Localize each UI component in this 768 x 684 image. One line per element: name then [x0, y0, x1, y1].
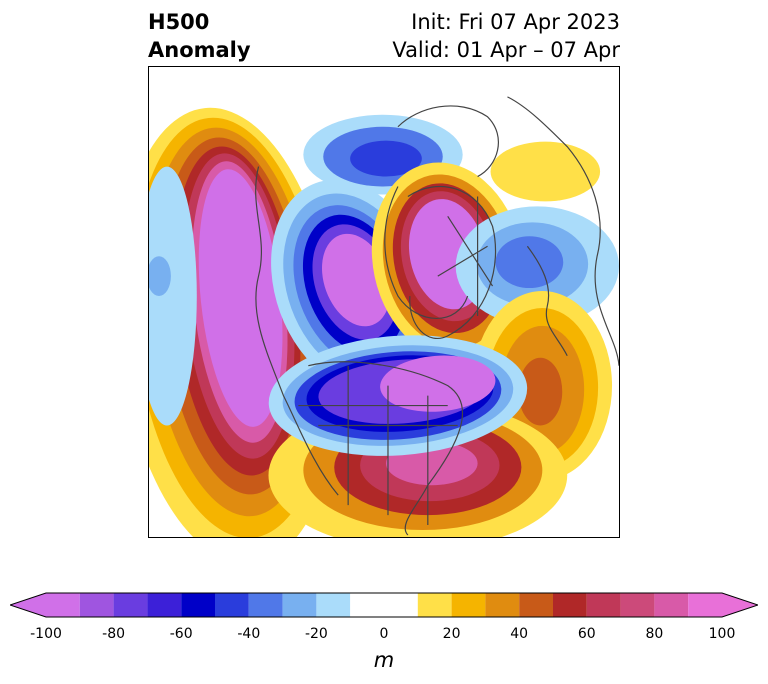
colorbar-cell	[113, 593, 148, 617]
colorbar-cell	[350, 593, 418, 617]
colorbar-cell	[215, 593, 249, 617]
anomaly-europe-trough	[455, 206, 619, 326]
colorbar-tick-label: 60	[577, 626, 596, 642]
colorbar-tick-label: 20	[442, 626, 461, 642]
map-title: H500 Anomaly	[148, 8, 251, 64]
anomaly-pacific-core	[149, 256, 171, 297]
colorbar-tick-label: 0	[379, 626, 389, 642]
colorbar-cell	[688, 593, 722, 617]
colorbar-unit: m	[373, 648, 395, 672]
colorbar-over-triangle	[722, 593, 758, 617]
colorbar-cell	[519, 593, 553, 617]
colorbar-cell	[451, 593, 486, 617]
colorbar-tick-label: 40	[510, 626, 529, 642]
colorbar-cell	[248, 593, 283, 617]
map-dates: Init: Fri 07 Apr 2023 Valid: 01 Apr – 07…	[392, 8, 620, 64]
colorbar-cell	[485, 593, 520, 617]
colorbar	[10, 592, 758, 618]
anomaly-map	[148, 66, 620, 538]
colorbar-tick-label: -20	[304, 626, 328, 642]
colorbar-cell	[586, 593, 621, 617]
title-variable: H500	[148, 10, 210, 34]
colorbar-tick-label: 80	[645, 626, 664, 642]
anomaly-pacific-trough	[149, 166, 197, 426]
colorbar-cell	[46, 593, 80, 617]
colorbar-cell	[79, 593, 114, 617]
colorbar-tick-label: -60	[169, 626, 193, 642]
colorbar-cell	[620, 593, 655, 617]
colorbar-cell	[553, 593, 587, 617]
colorbar-tick-label: 100	[708, 626, 736, 642]
colorbar-cell	[147, 593, 182, 617]
colorbar-outline	[10, 592, 758, 618]
colorbar-cell	[654, 593, 689, 617]
init-date: Init: Fri 07 Apr 2023	[411, 10, 620, 34]
colorbar-tick-label: -100	[30, 626, 62, 642]
colorbar-cell	[417, 593, 452, 617]
coastlines	[255, 96, 619, 536]
valid-range: Valid: 01 Apr – 07 Apr	[392, 38, 620, 62]
colorbar-cell	[316, 593, 351, 617]
colorbar-cell	[181, 593, 215, 617]
anomaly-arctic-ridge	[490, 141, 601, 202]
colorbar-tick-label: -80	[102, 626, 126, 642]
colorbar-under-triangle	[10, 593, 46, 617]
map-canvas	[149, 96, 619, 537]
colorbar-tick-label: -40	[237, 626, 261, 642]
title-field: Anomaly	[148, 38, 251, 62]
colorbar-cell	[282, 593, 317, 617]
